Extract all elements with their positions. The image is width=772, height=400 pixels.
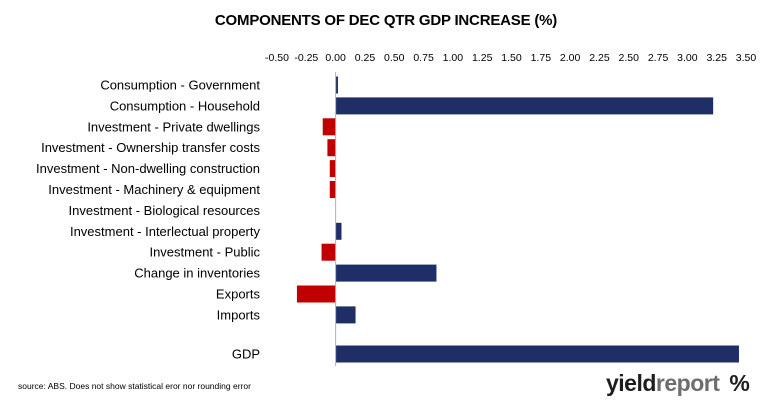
bar xyxy=(335,264,437,282)
x-tick-label: 0.25 xyxy=(355,52,376,64)
category-label: Investment - Non-dwelling construction xyxy=(36,161,260,176)
yieldreport-logo: yieldreport % xyxy=(606,370,750,397)
logo-report-text: report xyxy=(655,370,720,396)
category-label: Investment - Interlectual property xyxy=(70,224,261,239)
x-tick-label: 0.75 xyxy=(413,52,434,64)
x-tick-label: 2.75 xyxy=(648,52,669,64)
category-label: Investment - Biological resources xyxy=(69,203,261,218)
category-label: Consumption - Government xyxy=(100,78,260,93)
x-tick-label: 0.00 xyxy=(325,52,346,64)
x-tick-label: 3.25 xyxy=(706,52,727,64)
x-axis-ticks: -0.50 -0.25 0.00 0.25 0.50 0.75 1.00 1.25 1.50 1.… xyxy=(265,52,756,64)
x-tick-label: 3.00 xyxy=(677,52,698,64)
bar xyxy=(335,222,342,240)
bar xyxy=(296,285,336,303)
category-labels: Consumption - Government Consumption - Ho… xyxy=(36,78,260,362)
x-tick-label: -0.25 xyxy=(294,52,318,64)
category-label: Imports xyxy=(217,307,261,322)
bar xyxy=(322,118,336,136)
bar xyxy=(329,160,336,178)
x-tick-label: 1.50 xyxy=(501,52,522,64)
x-tick-label: 3.50 xyxy=(736,52,757,64)
x-tick-label: 2.50 xyxy=(619,52,640,64)
x-tick-label: 1.25 xyxy=(472,52,493,64)
category-label: Exports xyxy=(216,287,261,302)
x-tick-label: -0.50 xyxy=(265,52,289,64)
logo-yield-text: yield xyxy=(606,370,656,396)
x-tick-label: 2.00 xyxy=(560,52,581,64)
category-label: Consumption - Household xyxy=(110,98,260,113)
bar xyxy=(335,76,338,94)
bars xyxy=(296,76,739,363)
x-tick-label: 1.75 xyxy=(531,52,552,64)
category-label: Investment - Private dwellings xyxy=(87,119,260,134)
bar xyxy=(335,345,739,363)
x-tick-label: 0.50 xyxy=(384,52,405,64)
bar xyxy=(321,243,336,261)
category-label: GDP xyxy=(232,347,260,362)
x-tick-label: 2.25 xyxy=(589,52,610,64)
bar xyxy=(335,306,356,324)
category-label: Investment - Public xyxy=(149,245,260,260)
bar xyxy=(327,139,336,157)
category-label: Investment - Ownership transfer costs xyxy=(41,140,260,155)
source-note: source: ABS. Does not show statistical e… xyxy=(18,381,251,391)
bar xyxy=(335,97,714,115)
bar xyxy=(329,181,336,198)
percent-icon: % xyxy=(729,370,750,396)
chart-title: COMPONENTS OF DEC QTR GDP INCREASE (%) xyxy=(214,12,558,29)
x-tick-label: 1.00 xyxy=(443,52,464,64)
category-label: Investment - Machinery & equipment xyxy=(48,182,260,197)
category-label: Change in inventories xyxy=(134,266,260,281)
